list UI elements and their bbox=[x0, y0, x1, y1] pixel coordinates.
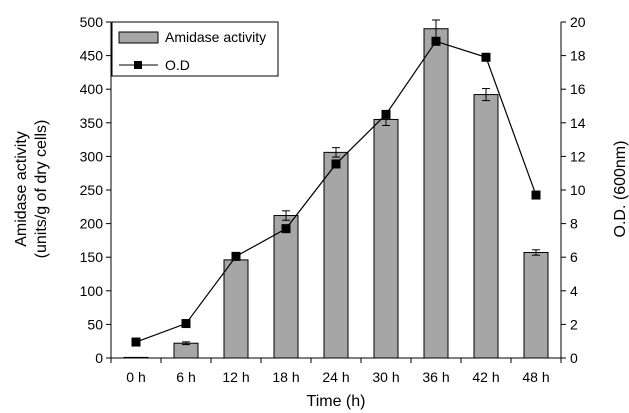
bar-6h bbox=[173, 342, 199, 359]
od-point-30h bbox=[381, 109, 391, 119]
od-point-12h bbox=[231, 251, 241, 261]
legend: Amidase activity O.D bbox=[111, 21, 279, 77]
bars-layer bbox=[123, 28, 549, 359]
x-axis-title: Time (h) bbox=[307, 393, 366, 410]
left-y-tick-label: 450 bbox=[80, 48, 104, 64]
od-point-0h bbox=[131, 337, 141, 347]
x-tick-label-18h: 18 h bbox=[272, 369, 299, 385]
bar-18h bbox=[273, 215, 299, 359]
od-point-42h bbox=[481, 52, 491, 62]
x-tick-label-24h: 24 h bbox=[322, 369, 349, 385]
error-bar-6h bbox=[182, 341, 190, 346]
od-point-18h bbox=[281, 224, 291, 234]
x-tick-label-0h: 0 h bbox=[126, 369, 145, 385]
right-y-tick-label: 10 bbox=[570, 182, 586, 198]
legend-swatch-amidase bbox=[118, 31, 159, 44]
legend-label-amidase: Amidase activity bbox=[165, 29, 266, 45]
bar-24h bbox=[323, 151, 349, 359]
right-y-tick-label: 8 bbox=[570, 216, 578, 232]
right-y-tick-label: 16 bbox=[570, 81, 586, 97]
left-y-tick-label: 400 bbox=[80, 81, 104, 97]
right-y-axis-title: O.D. (600nm) bbox=[612, 141, 629, 238]
left-y-tick-label: 300 bbox=[80, 148, 104, 164]
error-bar-18h bbox=[282, 210, 290, 221]
left-y-tick-label: 100 bbox=[80, 283, 104, 299]
right-y-tick-label: 14 bbox=[570, 115, 586, 131]
od-point-36h bbox=[431, 36, 441, 46]
bar-30h bbox=[373, 118, 399, 359]
right-y-tick-label: 2 bbox=[570, 316, 578, 332]
left-y-tick-label: 250 bbox=[80, 182, 104, 198]
right-y-tick-label: 4 bbox=[570, 283, 578, 299]
bar-42h bbox=[473, 94, 499, 359]
right-y-tick-label: 6 bbox=[570, 249, 578, 265]
error-bar-42h bbox=[482, 88, 490, 102]
bar-48h bbox=[523, 252, 549, 359]
x-tick-label-6h: 6 h bbox=[176, 369, 195, 385]
error-bar-48h bbox=[532, 249, 540, 256]
left-y-tick-label: 150 bbox=[80, 249, 104, 265]
x-tick-label-30h: 30 h bbox=[372, 369, 399, 385]
od-point-6h bbox=[181, 319, 191, 329]
right-y-tick-label: 20 bbox=[570, 14, 586, 30]
right-y-tick-label: 0 bbox=[570, 350, 578, 366]
right-y-tick-label: 12 bbox=[570, 148, 586, 164]
od-line-layer bbox=[131, 36, 541, 347]
y-axis-title-line-2: (units/g of dry cells) bbox=[33, 120, 50, 259]
bar-36h bbox=[423, 28, 449, 359]
legend-label-od: O.D bbox=[165, 57, 190, 73]
y-axis-title-line-1: Amidase activity bbox=[13, 131, 30, 247]
x-tick-label-12h: 12 h bbox=[222, 369, 249, 385]
x-tick-label-42h: 42 h bbox=[472, 369, 499, 385]
left-y-tick-label: 350 bbox=[80, 115, 104, 131]
error-bar-24h bbox=[332, 147, 340, 158]
ticks-layer: 0 50 100 150 200 250 300 350 400 450 500 0 2 4 6 8 10 12 1… bbox=[80, 14, 586, 385]
bar-12h bbox=[223, 259, 249, 359]
x-tick-label-48h: 48 h bbox=[522, 369, 549, 385]
left-y-tick-label: 200 bbox=[80, 216, 104, 232]
od-point-48h bbox=[531, 190, 541, 200]
left-y-tick-label: 500 bbox=[80, 14, 104, 30]
od-point-24h bbox=[331, 159, 341, 169]
left-y-tick-label: 0 bbox=[95, 350, 103, 366]
left-y-tick-label: 50 bbox=[87, 316, 103, 332]
right-y-tick-label: 18 bbox=[570, 48, 586, 64]
legend-marker-od bbox=[134, 61, 142, 69]
x-tick-label-36h: 36 h bbox=[422, 369, 449, 385]
